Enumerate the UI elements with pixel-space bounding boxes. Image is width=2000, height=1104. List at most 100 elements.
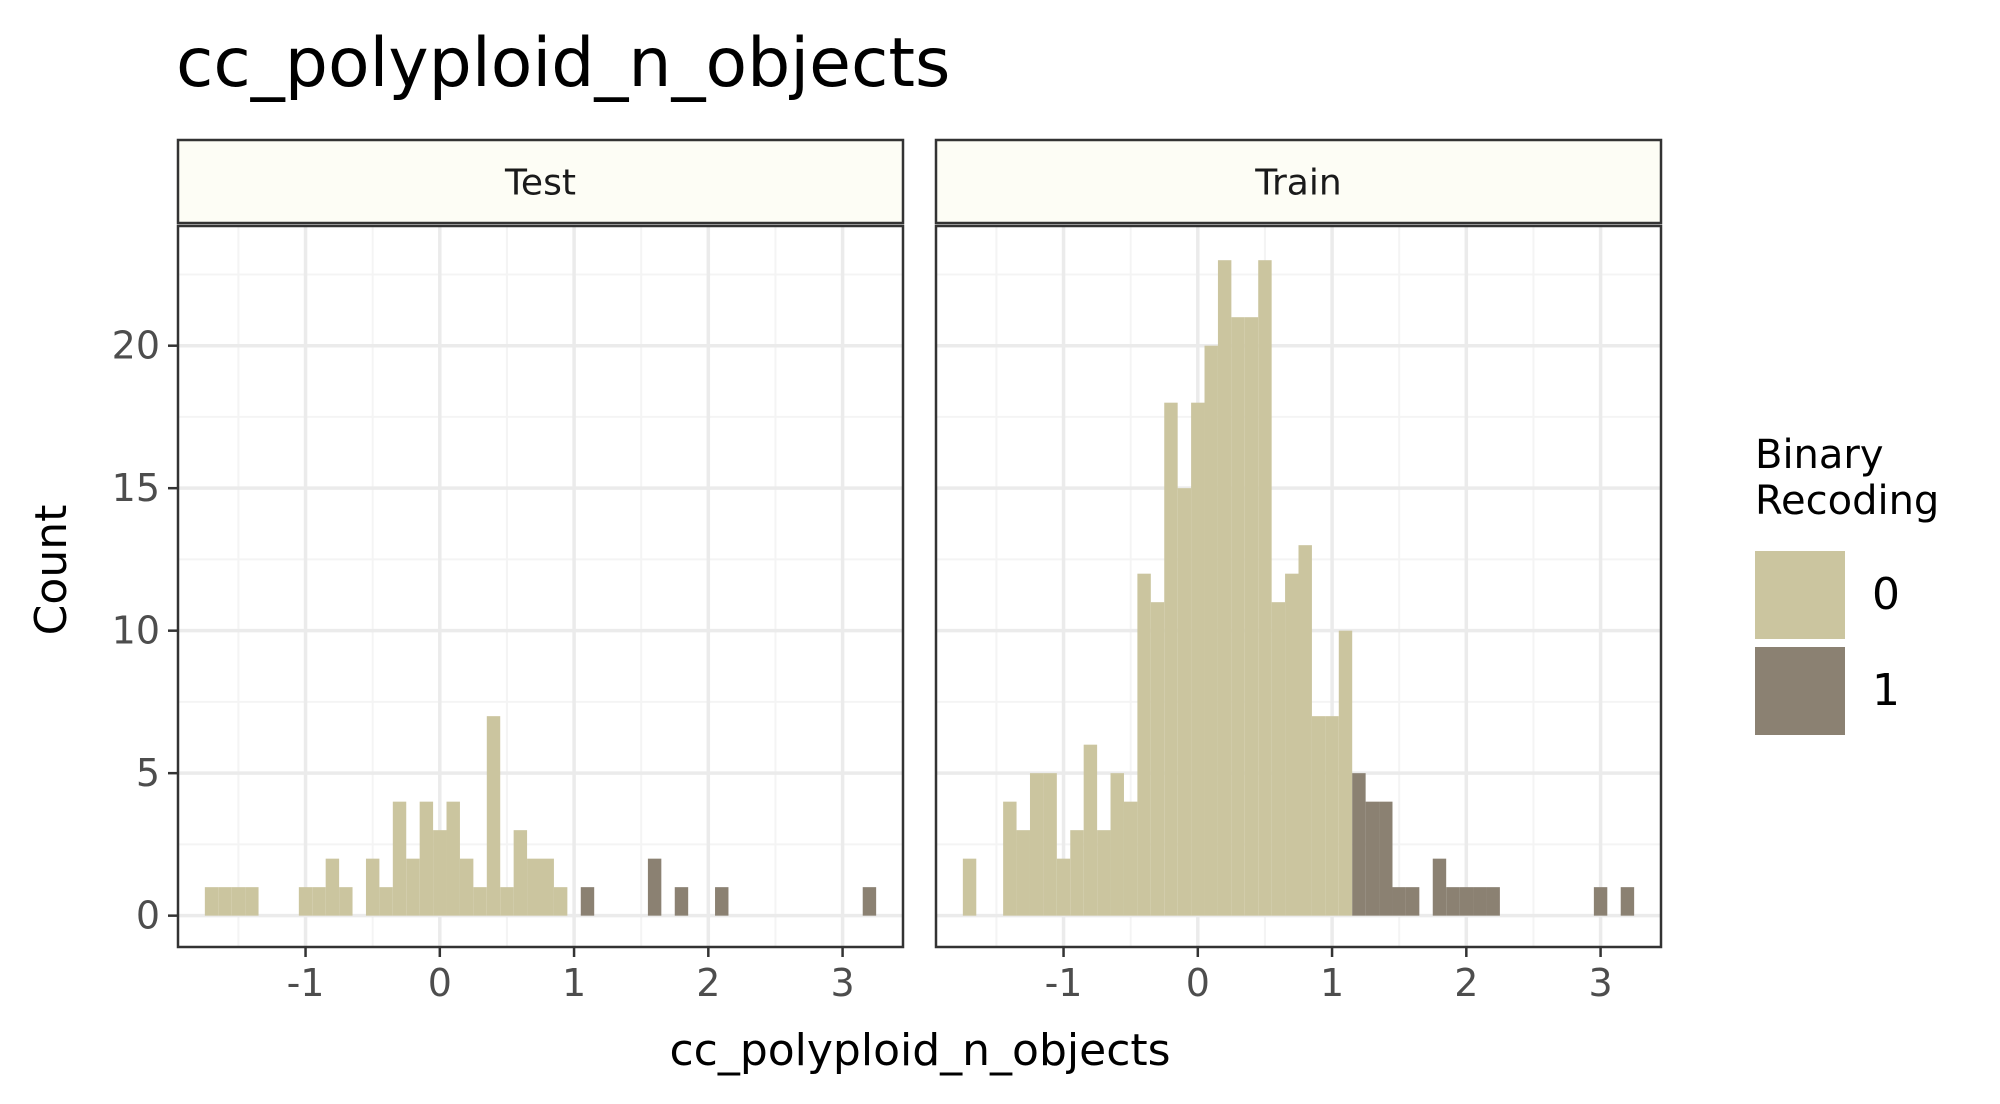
bar bbox=[1311, 716, 1326, 916]
bar bbox=[1405, 887, 1420, 916]
bar bbox=[406, 858, 420, 916]
bar bbox=[486, 716, 501, 916]
bar bbox=[1217, 260, 1232, 916]
x-tick-label: 1 bbox=[1320, 961, 1344, 1005]
x-tick-label: 0 bbox=[428, 961, 452, 1005]
bar bbox=[1043, 773, 1057, 916]
panel-train: Train -1 0 1 2 3 bbox=[934, 138, 1663, 1005]
x-tick-label: 2 bbox=[696, 961, 720, 1005]
legend-key bbox=[1755, 551, 1845, 639]
bar bbox=[1070, 830, 1084, 916]
y-axis: 0 5 10 15 20 bbox=[112, 324, 178, 938]
bar bbox=[379, 887, 393, 916]
bar bbox=[433, 830, 447, 916]
legend-item: 0 bbox=[1755, 551, 1900, 639]
bar bbox=[1003, 801, 1017, 916]
x-tick-label: 0 bbox=[1186, 961, 1210, 1005]
x-tick-label: 1 bbox=[562, 961, 586, 1005]
grid bbox=[178, 226, 903, 947]
facet-label: Train bbox=[1254, 163, 1341, 204]
bar bbox=[1164, 402, 1178, 916]
bar bbox=[325, 858, 340, 916]
bar bbox=[1298, 545, 1312, 916]
y-tick-label: 10 bbox=[112, 609, 160, 653]
panel-border bbox=[934, 224, 1663, 949]
bar bbox=[1016, 830, 1030, 916]
legend-label: 0 bbox=[1872, 569, 1900, 620]
bar bbox=[446, 801, 460, 916]
facet-strip bbox=[176, 138, 905, 225]
bar bbox=[1593, 887, 1608, 916]
bar bbox=[647, 858, 662, 916]
bar bbox=[1029, 773, 1044, 916]
bar bbox=[1177, 488, 1192, 916]
facet-label: Test bbox=[504, 163, 576, 204]
bar bbox=[674, 887, 689, 916]
bar bbox=[1365, 801, 1380, 916]
bar bbox=[1338, 630, 1353, 916]
bar bbox=[1097, 830, 1111, 916]
bar bbox=[365, 858, 380, 916]
bar bbox=[204, 887, 219, 916]
y-tick-label: 0 bbox=[136, 894, 160, 938]
y-axis-label: Count bbox=[26, 505, 77, 636]
x-tick-label: 2 bbox=[1454, 961, 1478, 1005]
panel-test: Test -1 0 1 2 3 0 5 10 15 20 bbox=[112, 138, 905, 1005]
facet-strip bbox=[934, 138, 1663, 225]
panel-border bbox=[176, 224, 905, 949]
bar bbox=[1056, 858, 1071, 916]
bar bbox=[1392, 887, 1406, 916]
bar bbox=[312, 887, 326, 916]
bar bbox=[1379, 801, 1393, 916]
bar bbox=[962, 858, 977, 916]
bar bbox=[245, 887, 259, 916]
bar bbox=[1244, 317, 1259, 916]
bar bbox=[580, 887, 595, 916]
bar bbox=[1459, 887, 1474, 916]
plot-background bbox=[178, 226, 903, 947]
bar bbox=[553, 887, 568, 916]
legend-item: 1 bbox=[1755, 647, 1900, 735]
bar bbox=[540, 858, 554, 916]
bar bbox=[392, 801, 407, 916]
legend-title: Binary Recoding bbox=[1755, 432, 1939, 524]
chart-title: cc_polyploid_n_objects bbox=[176, 24, 950, 103]
bar bbox=[715, 887, 729, 916]
bar bbox=[1325, 716, 1339, 916]
bar bbox=[1352, 773, 1366, 916]
bar bbox=[500, 887, 514, 916]
panels: Test -1 0 1 2 3 0 5 10 15 20 Train -1 0 1 2 3 bbox=[112, 138, 1663, 1005]
x-tick-label: 3 bbox=[1588, 961, 1612, 1005]
bar bbox=[231, 887, 246, 916]
bar bbox=[1432, 858, 1447, 916]
bar bbox=[1231, 317, 1245, 916]
legend-label: 1 bbox=[1872, 665, 1900, 716]
legend: Binary Recoding 0 1 bbox=[1755, 432, 1939, 735]
bar bbox=[862, 887, 877, 916]
bar bbox=[1620, 887, 1635, 916]
bar bbox=[339, 887, 353, 916]
bar bbox=[513, 830, 528, 916]
x-tick-label: -1 bbox=[287, 961, 325, 1005]
bar bbox=[1271, 602, 1286, 916]
bar bbox=[459, 858, 474, 916]
bar bbox=[1191, 402, 1205, 916]
bar bbox=[1150, 602, 1165, 916]
bar bbox=[1473, 887, 1487, 916]
bar bbox=[419, 801, 434, 916]
legend-key bbox=[1755, 647, 1845, 735]
x-axis-label: cc_polyploid_n_objects bbox=[669, 1025, 1170, 1076]
bar bbox=[1486, 887, 1500, 916]
bar bbox=[1110, 773, 1124, 916]
bar bbox=[1204, 345, 1218, 916]
bars bbox=[204, 716, 877, 916]
bar bbox=[1123, 801, 1138, 916]
x-tick-label: -1 bbox=[1045, 961, 1083, 1005]
bar bbox=[1137, 573, 1151, 916]
bar bbox=[527, 858, 541, 916]
y-tick-label: 5 bbox=[136, 751, 160, 795]
bar bbox=[473, 887, 487, 916]
y-tick-label: 20 bbox=[112, 324, 160, 368]
